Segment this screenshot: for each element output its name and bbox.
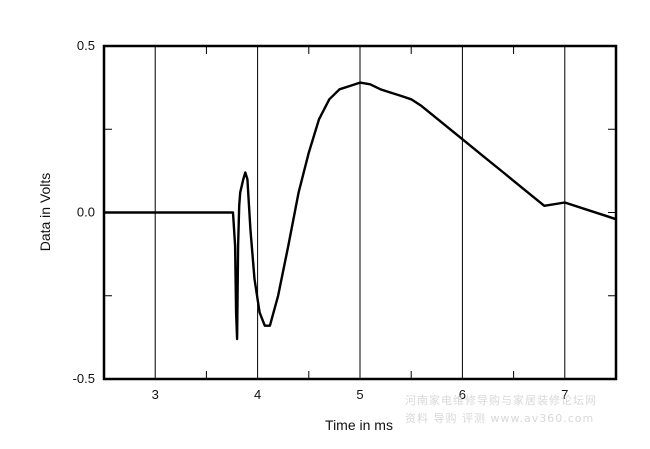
series-layer	[104, 81, 617, 341]
x-axis-tick-labels: 3 4 5 6 7	[152, 387, 569, 402]
y-tick-label--0.5: -0.5	[73, 371, 95, 386]
x-tick-label-5: 5	[356, 387, 363, 402]
y-tick-label-0.5: 0.5	[77, 38, 95, 53]
x-tick-label-7: 7	[561, 387, 568, 402]
y-axis-tick-labels: 0.5 0.0 -0.5	[73, 38, 95, 386]
series-line-0	[104, 81, 617, 341]
x-axis-title: Time in ms	[325, 417, 393, 433]
x-tick-label-6: 6	[459, 387, 466, 402]
watermark-line-2: 资料 导购 评测 www.av360.com	[405, 411, 594, 425]
y-tick-label-0.0: 0.0	[77, 205, 95, 220]
y-axis-title: Data in Volts	[37, 173, 53, 252]
grid-lines	[154, 46, 566, 379]
x-tick-label-3: 3	[152, 387, 159, 402]
watermark-line-1: 河南家电维修导购与家居装修论坛网	[405, 393, 597, 407]
watermark: 河南家电维修导购与家居装修论坛网 资料 导购 评测 www.av360.com	[405, 393, 597, 425]
x-tick-label-4: 4	[254, 387, 261, 402]
